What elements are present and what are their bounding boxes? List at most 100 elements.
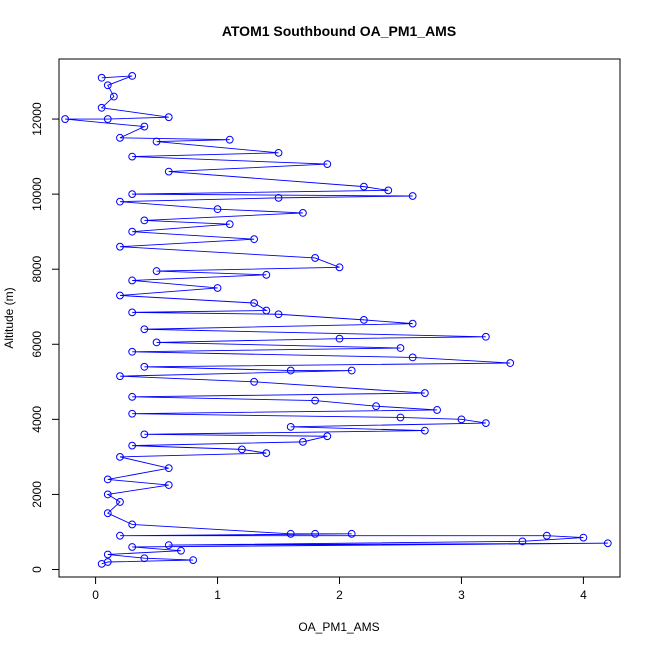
data-point (408, 192, 417, 200)
data-point (164, 167, 173, 176)
data-point (359, 315, 368, 324)
data-point (347, 366, 356, 375)
data-point (164, 541, 173, 549)
data-point (140, 122, 149, 131)
data-point (299, 209, 307, 217)
data-point (299, 437, 307, 446)
data-point (189, 556, 198, 565)
data-point (103, 550, 112, 559)
data-point (128, 520, 137, 529)
data-point (384, 186, 393, 195)
data-point (152, 137, 161, 146)
data-point (103, 509, 112, 518)
data-point (408, 319, 417, 328)
data-point (97, 559, 106, 568)
data-point (225, 135, 234, 144)
data-point (128, 409, 137, 418)
data-point (103, 490, 112, 499)
data-point (140, 430, 149, 439)
data-point (420, 389, 429, 397)
data-point (128, 347, 137, 356)
data-point (128, 308, 137, 317)
data-point (103, 475, 112, 484)
y-tick-label: 12000 (30, 102, 44, 136)
data-point (274, 148, 283, 157)
data-point (128, 152, 137, 161)
data-point (262, 270, 271, 279)
data-point (396, 344, 405, 352)
data-point (262, 306, 271, 315)
x-tick-label: 2 (336, 588, 343, 602)
data-point (372, 402, 380, 411)
data-point (542, 531, 551, 540)
data-point (140, 554, 149, 563)
data-point (274, 193, 283, 202)
data-point (152, 267, 161, 275)
data-point (164, 113, 173, 122)
data-point (457, 415, 466, 424)
data-point (335, 263, 344, 272)
data-point (116, 133, 124, 142)
data-point (250, 377, 259, 386)
y-axis-label: Altitude (m) (2, 287, 16, 348)
data-point (128, 190, 137, 199)
data-point (116, 242, 124, 251)
data-point (518, 537, 527, 546)
data-point (61, 115, 69, 123)
data-point (116, 197, 124, 206)
data-point (262, 449, 271, 458)
data-point (128, 392, 137, 401)
data-point (116, 291, 124, 300)
data-point (128, 543, 137, 551)
data-point (433, 406, 441, 414)
data-point (359, 182, 368, 191)
y-tick-label: 10000 (30, 177, 44, 211)
data-point (116, 372, 124, 381)
x-axis: 0 1 2 3 4 (92, 576, 587, 602)
data-point (481, 332, 490, 341)
data-point (128, 276, 137, 285)
data-point (116, 531, 124, 540)
x-tick-label: 0 (92, 588, 99, 602)
y-tick-label: 2000 (30, 481, 44, 508)
data-point (335, 334, 344, 343)
data-point (603, 539, 612, 548)
data-point (323, 160, 332, 169)
data-point (506, 359, 515, 367)
series-line (65, 75, 608, 565)
data-point (274, 310, 283, 319)
data-point (347, 529, 356, 538)
data-point (164, 464, 173, 473)
y-tick-label: 0 (30, 566, 44, 573)
data-point (140, 362, 149, 371)
data-point (420, 426, 429, 435)
data-point (238, 445, 246, 454)
data-point (250, 235, 259, 244)
data-point (311, 529, 320, 538)
data-point (109, 92, 118, 101)
data-point (140, 325, 149, 334)
data-point (286, 366, 295, 375)
data-point (116, 452, 124, 461)
data-point (311, 396, 320, 405)
data-point (481, 419, 490, 428)
data-point (323, 432, 332, 441)
data-point (579, 533, 588, 542)
series-layer (61, 71, 612, 568)
data-point (213, 205, 222, 214)
data-point (128, 71, 137, 80)
data-point (408, 353, 417, 362)
y-tick-label: 8000 (30, 256, 44, 283)
data-point (140, 216, 149, 225)
data-point (103, 81, 112, 90)
data-point (213, 284, 222, 292)
y-axis: 0 2000 4000 6000 8000 10000 12000 (30, 102, 60, 573)
data-point (286, 422, 295, 431)
x-tick-label: 3 (458, 588, 465, 602)
x-axis-label: OA_PM1_AMS (298, 620, 379, 634)
data-point (250, 299, 259, 307)
data-point (116, 498, 124, 506)
